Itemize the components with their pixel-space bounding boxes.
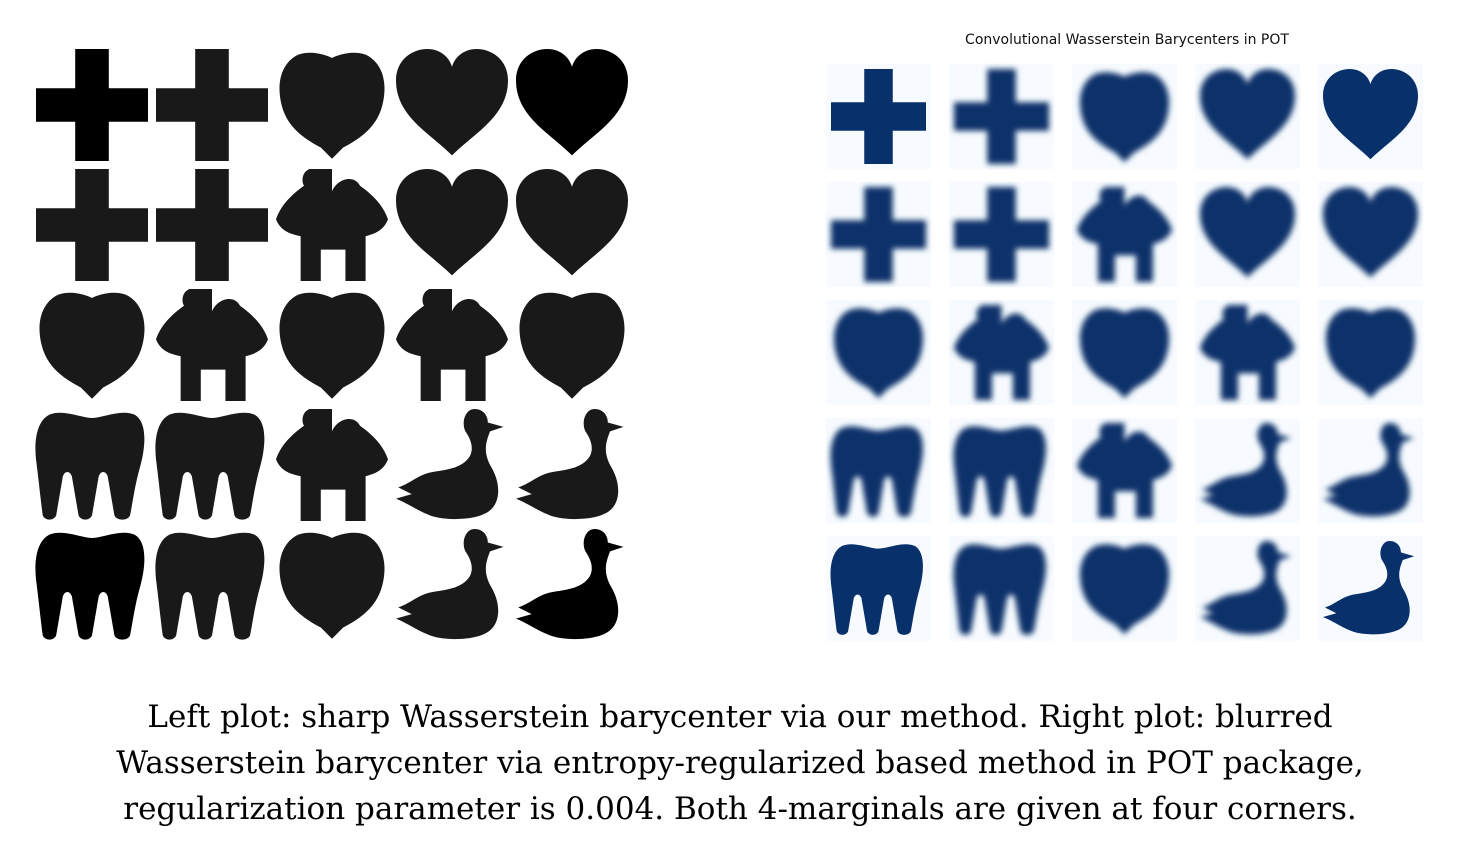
- right-shape-tooth: [953, 426, 1046, 517]
- right-shape-tooth: [830, 544, 923, 635]
- left-shape-cross: [156, 169, 268, 281]
- right-shape-blob: [1079, 544, 1170, 635]
- left-cell-r0-c3: [396, 49, 508, 156]
- left-cell-r4-c3: [396, 529, 504, 640]
- left-cell-r3-c2: [276, 409, 388, 521]
- left-shape-duck: [396, 529, 504, 640]
- right-shape-blob: [1325, 308, 1416, 399]
- left-shape-cross: [36, 49, 148, 161]
- left-cell-r4-c2: [279, 532, 385, 639]
- left-cell-r3-c1: [155, 412, 265, 520]
- left-cell-r3-c4: [516, 409, 624, 520]
- left-cell-r4-c1: [155, 532, 265, 640]
- left-cell-r4-c4: [516, 529, 624, 640]
- left-cell-r3-c3: [396, 409, 504, 520]
- left-cell-r2-c0: [39, 292, 145, 399]
- left-shape-duck: [396, 409, 504, 520]
- left-cell-r1-c1: [156, 169, 268, 281]
- right-shape-heart: [1323, 187, 1418, 278]
- caption-line-1: Left plot: sharp Wasserstein barycenter …: [147, 699, 1333, 735]
- right-shape-blob: [1079, 308, 1170, 399]
- left-cell-r2-c1: [156, 289, 268, 401]
- left-shape-cross: [156, 49, 268, 161]
- left-cell-r1-c3: [396, 169, 508, 276]
- left-cell-r1-c2: [276, 169, 388, 281]
- left-cell-r1-c0: [36, 169, 148, 281]
- right-shape-clover: [1077, 187, 1172, 282]
- right-shape-duck: [1200, 423, 1292, 517]
- left-shape-duck: [516, 409, 624, 520]
- left-shape-cross: [36, 169, 148, 281]
- left-shape-tooth: [35, 412, 145, 520]
- right-shape-tooth: [830, 426, 923, 517]
- left-cell-r2-c2: [279, 292, 385, 399]
- left-cell-r3-c0: [35, 412, 145, 520]
- left-shape-blob: [279, 532, 385, 639]
- left-cell-r2-c3: [396, 289, 508, 401]
- left-plot-grid: [35, 49, 628, 640]
- left-shape-blob: [519, 292, 625, 399]
- right-shape-blob: [833, 308, 924, 399]
- caption-line-2: Wasserstein barycenter via entropy-regul…: [116, 745, 1364, 781]
- left-shape-duck: [516, 529, 624, 640]
- right-shape-clover: [954, 305, 1049, 400]
- right-plot-title: Convolutional Wasserstein Barycenters in…: [965, 32, 1289, 48]
- right-shape-tooth: [953, 544, 1046, 635]
- left-cell-r4-c0: [35, 532, 145, 640]
- left-shape-heart: [396, 169, 508, 276]
- right-shape-cross: [954, 69, 1049, 164]
- figure-caption: Left plot: sharp Wasserstein barycenter …: [40, 694, 1440, 832]
- left-shape-clover: [396, 289, 508, 401]
- right-shape-cross: [831, 187, 926, 282]
- left-plot-sharp-barycenters: [32, 45, 634, 647]
- right-shape-heart: [1200, 69, 1295, 160]
- left-shape-heart: [516, 49, 628, 156]
- right-shape-duck: [1200, 541, 1292, 635]
- left-cell-r0-c4: [516, 49, 628, 156]
- left-shape-tooth: [155, 532, 265, 640]
- right-shape-clover: [1077, 423, 1172, 518]
- left-shape-heart: [396, 49, 508, 156]
- right-shape-heart: [1200, 187, 1295, 278]
- right-shape-duck: [1323, 541, 1415, 635]
- right-plot-grid: [826, 64, 1423, 641]
- left-shape-clover: [276, 409, 388, 521]
- left-shape-tooth: [35, 532, 145, 640]
- left-shape-blob: [279, 292, 385, 399]
- caption-line-3: regularization parameter is 0.004. Both …: [123, 791, 1357, 827]
- right-shape-heart: [1323, 69, 1418, 160]
- right-shape-duck: [1323, 423, 1415, 517]
- left-shape-blob: [39, 292, 145, 399]
- right-shape-clover: [1200, 305, 1295, 400]
- right-plot-blurred-barycenters: Convolutional Wasserstein Barycenters in…: [826, 32, 1428, 644]
- left-shape-heart: [516, 169, 628, 276]
- right-shape-blob: [1079, 72, 1170, 163]
- left-shape-blob: [279, 52, 385, 159]
- left-cell-r0-c2: [279, 52, 385, 159]
- left-cell-r0-c0: [36, 49, 148, 161]
- left-cell-r2-c4: [519, 292, 625, 399]
- left-shape-clover: [156, 289, 268, 401]
- right-shape-cross: [954, 187, 1049, 282]
- left-shape-clover: [276, 169, 388, 281]
- right-shape-cross: [831, 69, 926, 164]
- left-cell-r1-c4: [516, 169, 628, 276]
- left-cell-r0-c1: [156, 49, 268, 161]
- left-shape-tooth: [155, 412, 265, 520]
